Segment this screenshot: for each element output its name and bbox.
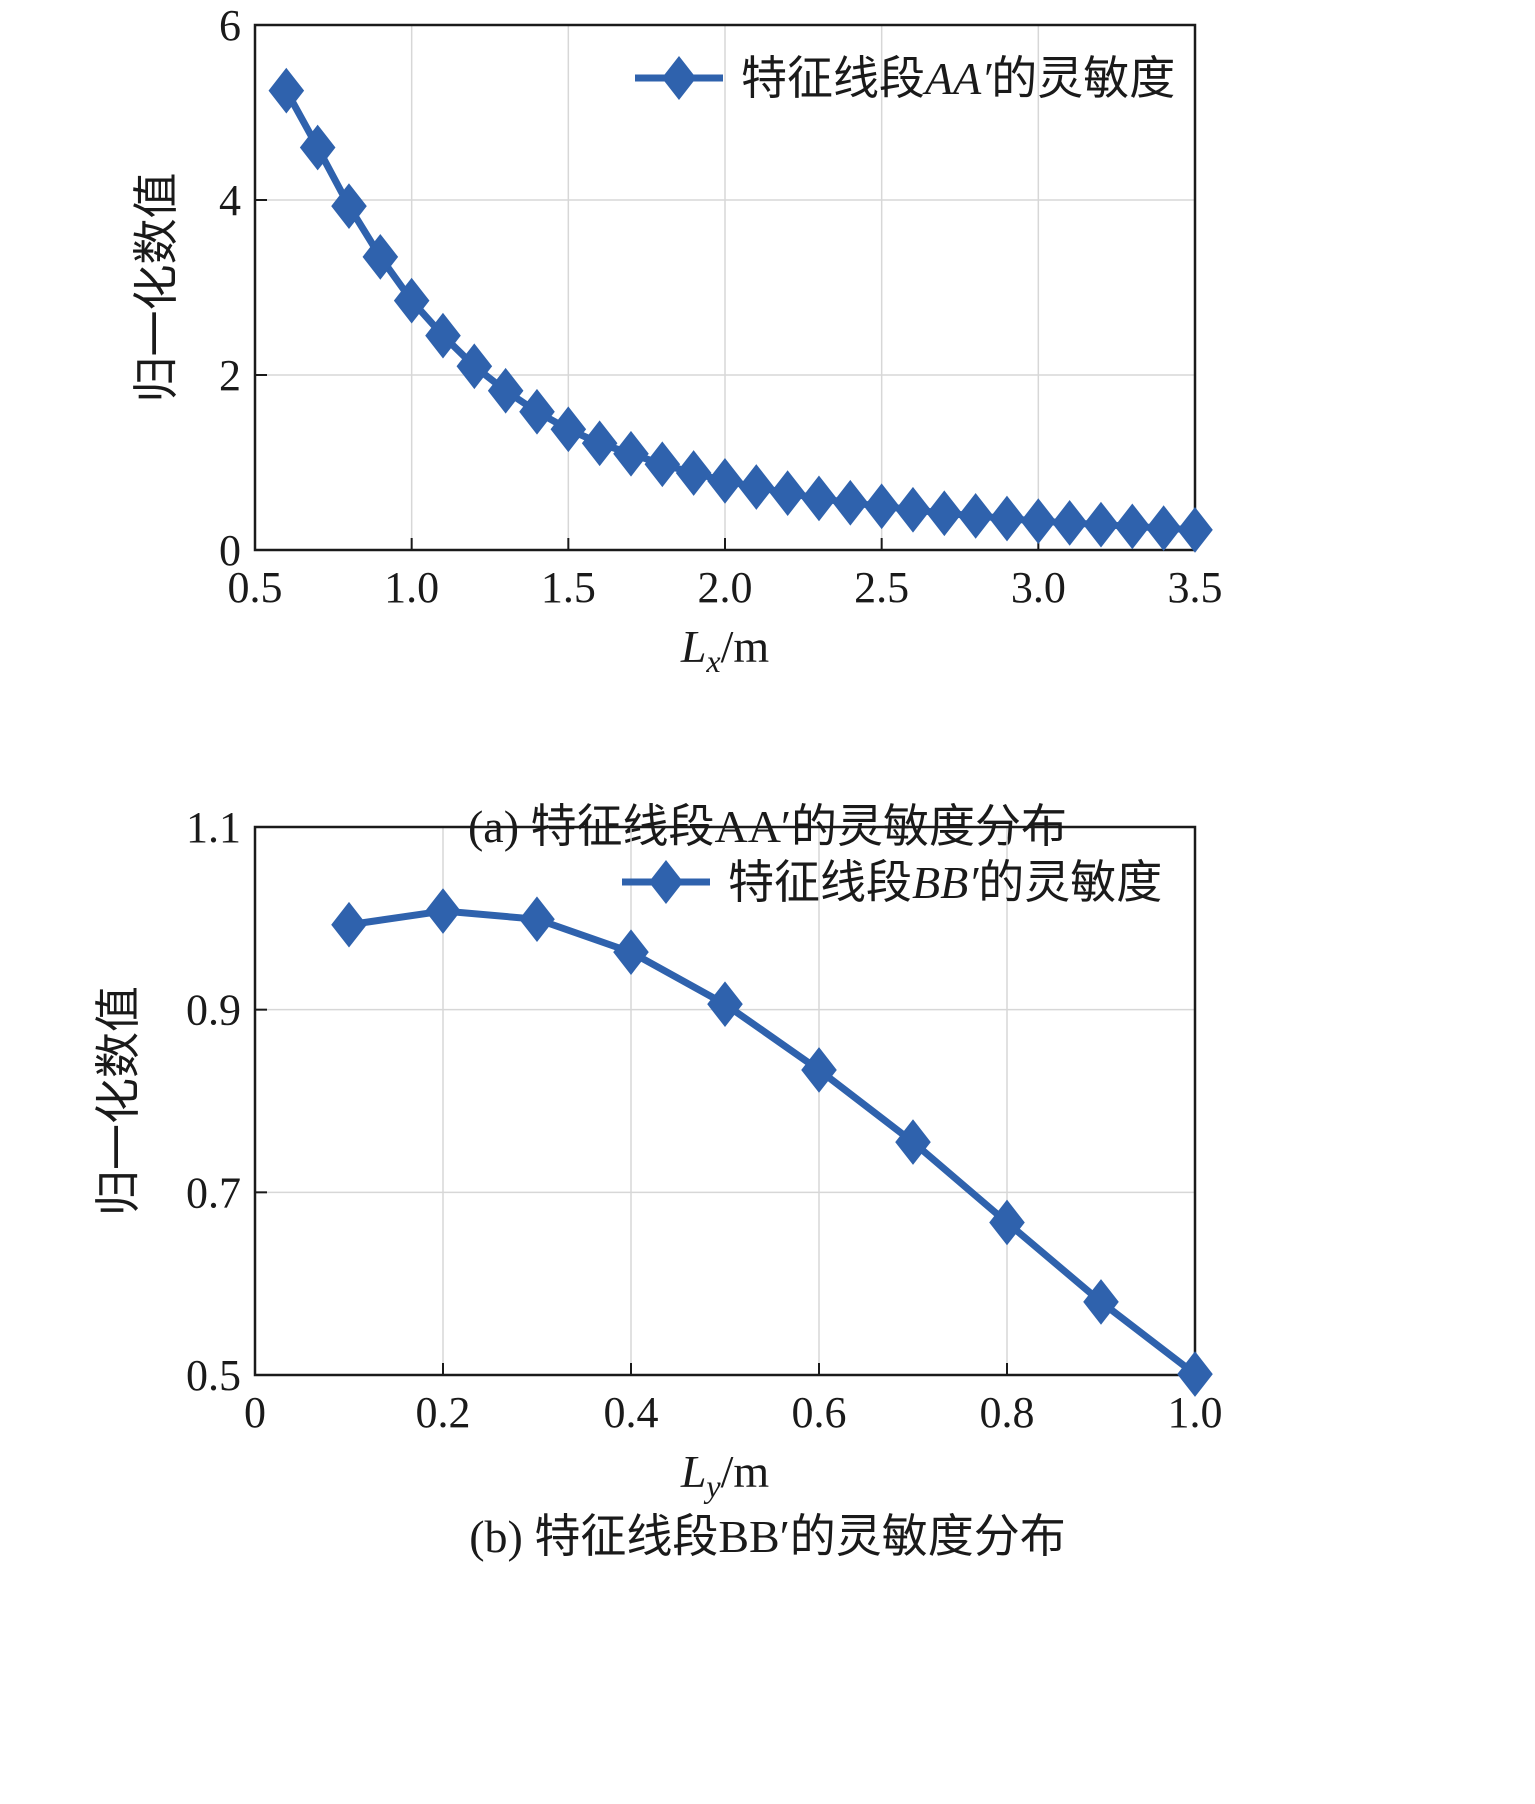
x-tick-label: 3.0	[1011, 563, 1066, 612]
y-axis-label: 归一化数值	[131, 173, 182, 403]
data-point-marker	[707, 458, 743, 504]
y-tick-label: 0.7	[186, 1168, 241, 1217]
x-tick-label: 0.5	[228, 563, 283, 612]
data-point-marker	[1020, 498, 1057, 544]
x-tick-label: 2.0	[698, 563, 753, 612]
data-point-marker	[331, 901, 367, 948]
x-tick-label: 1.5	[541, 563, 596, 612]
data-point-marker	[832, 479, 869, 526]
y-tick-label: 1.1	[186, 803, 241, 852]
data-point-marker	[487, 367, 524, 414]
x-tick-label: 3.5	[1168, 563, 1223, 612]
x-tick-label: 1.0	[384, 563, 439, 612]
data-point-marker	[895, 1119, 931, 1165]
data-point-marker	[425, 888, 461, 934]
caption-b: (b) 特征线段BB′的灵敏度分布	[469, 1511, 1066, 1562]
data-point-marker	[1177, 1351, 1213, 1397]
chart-panel-a: 0.5 1.0 1.5 2.0 2.5 3.0 3.5 0 2 4 6 Lx/m 归一化数值 特征线段AA…	[0, 0, 1535, 880]
data-point-marker	[957, 493, 994, 539]
data-point-marker	[393, 277, 430, 324]
data-point-marker	[707, 981, 743, 1027]
series-line	[348, 907, 1198, 1377]
x-tick-label: 0.4	[604, 1388, 659, 1437]
data-point-marker	[1177, 507, 1213, 553]
data-point-marker	[519, 388, 555, 435]
x-tick-label: 2.5	[854, 563, 909, 612]
data-point-marker	[769, 470, 806, 516]
legend-label: 特征线段AA′的灵敏度	[741, 53, 1175, 104]
chart-a-svg: 0.5 1.0 1.5 2.0 2.5 3.0 3.5 0 2 4 6 Lx/m 归一化数值 特征线段AA…	[131, 1, 1223, 679]
data-point-marker	[1051, 500, 1088, 546]
data-point-marker	[550, 406, 587, 453]
x-tick-label: 0	[244, 1388, 266, 1437]
data-point-marker	[1083, 501, 1119, 548]
data-point-marker	[895, 486, 931, 533]
y-axis-label: 归一化数值	[93, 986, 144, 1216]
legend-label: 特征线段BB′的灵敏度	[728, 857, 1162, 908]
data-point-marker	[863, 483, 900, 530]
series-line	[283, 88, 1196, 534]
data-point-marker	[801, 475, 837, 522]
data-point-marker	[1145, 505, 1182, 551]
x-axis-label: Ly/m	[680, 1446, 770, 1504]
data-point-marker	[299, 124, 336, 171]
legend-marker	[648, 860, 684, 904]
x-tick-label: 0.8	[980, 1388, 1035, 1437]
y-tick-label: 4	[219, 176, 241, 225]
grid-lines	[255, 827, 1195, 1375]
plot-frame	[253, 825, 1197, 1377]
data-point-marker	[989, 1199, 1025, 1246]
y-tick-label: 0.9	[186, 986, 241, 1035]
data-point-marker	[268, 67, 305, 114]
data-point-marker	[1083, 1279, 1119, 1325]
y-tick-label: 6	[219, 1, 241, 50]
data-point-marker	[362, 234, 399, 280]
data-point-marker	[613, 430, 649, 477]
grid-lines	[255, 25, 1195, 550]
data-point-marker	[1114, 503, 1151, 550]
legend-marker	[661, 56, 697, 100]
data-point-marker	[738, 464, 775, 510]
data-point-marker	[926, 490, 963, 537]
data-point-marker	[425, 312, 461, 359]
y-tick-label: 0	[219, 526, 241, 575]
y-tick-label: 2	[219, 351, 241, 400]
data-point-marker	[801, 1047, 837, 1093]
data-point-marker	[519, 896, 555, 943]
data-point-marker	[644, 441, 681, 488]
data-point-marker	[581, 420, 618, 467]
data-point-marker	[675, 450, 712, 496]
x-axis-label: Lx/m	[680, 621, 770, 679]
data-point-marker	[989, 495, 1025, 542]
x-tick-label: 0.2	[416, 1388, 471, 1437]
x-tick-label: 0.6	[792, 1388, 847, 1437]
data-point-marker	[456, 343, 493, 390]
y-tick-label: 0.5	[186, 1351, 241, 1400]
data-point-marker	[613, 929, 649, 975]
chart-b-svg: 0 0.2 0.4 0.6 0.8 1.00.50.70.91.1Ly/m归一化数值特征线…	[93, 803, 1223, 1504]
data-point-marker	[331, 183, 367, 229]
chart-panel-b: 0 0.2 0.4 0.6 0.8 1.0 0.5 0.7 0.9 1.1 Ly/m 归一化数值 特征线…	[0, 800, 1535, 1804]
